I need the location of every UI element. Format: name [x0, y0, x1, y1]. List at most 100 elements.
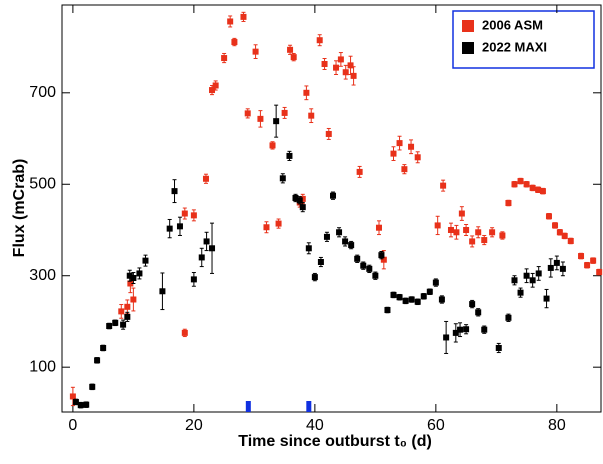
point: [350, 72, 357, 79]
point: [556, 229, 563, 236]
point: [567, 237, 574, 244]
point: [481, 326, 488, 333]
point: [273, 118, 280, 125]
legend-label: 2022 MAXI: [482, 39, 547, 54]
point: [529, 277, 536, 284]
point: [112, 319, 119, 326]
point: [221, 55, 228, 62]
point: [212, 82, 219, 89]
point: [275, 220, 282, 227]
point: [511, 277, 518, 284]
point: [408, 143, 415, 150]
point: [94, 357, 101, 364]
point: [106, 323, 113, 330]
point: [190, 212, 197, 219]
point: [356, 168, 363, 175]
point: [166, 225, 173, 232]
point: [408, 296, 415, 303]
point: [77, 402, 84, 409]
point: [590, 257, 597, 264]
point: [299, 204, 306, 211]
point: [281, 109, 288, 116]
point: [120, 321, 127, 328]
point: [130, 296, 137, 303]
point: [336, 229, 343, 236]
point: [511, 181, 518, 188]
point: [342, 238, 349, 245]
y-axis-label: Flux (mCrab): [11, 159, 28, 258]
legend-swatch: [462, 42, 474, 54]
point: [420, 293, 427, 300]
point: [469, 238, 476, 245]
point: [453, 229, 460, 236]
point: [553, 259, 560, 266]
point: [227, 18, 234, 25]
point: [202, 175, 209, 182]
plot-frame: [61, 4, 602, 413]
point: [414, 154, 421, 161]
point: [378, 252, 385, 259]
point: [72, 398, 79, 405]
point: [126, 272, 133, 279]
x-axis-label: Time since outburst t₀ (d): [238, 433, 432, 450]
point: [489, 229, 496, 236]
x-tick-label: 80: [548, 417, 566, 434]
point: [287, 46, 294, 53]
point: [330, 192, 337, 199]
point: [299, 195, 306, 202]
point: [231, 39, 238, 46]
point: [539, 188, 546, 195]
point: [559, 265, 566, 272]
point: [176, 223, 183, 230]
point: [396, 140, 403, 147]
point: [325, 130, 332, 137]
point: [69, 393, 76, 400]
x-tick-label: 0: [68, 417, 77, 434]
point: [124, 313, 131, 320]
y-tick-label: 100: [29, 358, 56, 375]
point: [380, 256, 387, 263]
point: [457, 326, 464, 333]
point: [523, 272, 530, 279]
point: [390, 291, 397, 298]
point: [136, 270, 143, 277]
legend-box: [452, 10, 595, 69]
point: [348, 242, 355, 249]
epoch-marker: [306, 401, 312, 412]
point: [209, 87, 216, 94]
y-tick-label: 300: [29, 267, 56, 284]
point: [543, 295, 550, 302]
point: [240, 13, 247, 20]
point: [198, 254, 205, 261]
point: [390, 150, 397, 157]
legend-swatch: [462, 20, 474, 32]
point: [292, 194, 299, 201]
point: [305, 245, 312, 252]
point: [440, 182, 447, 189]
x-tick-label: 60: [427, 417, 445, 434]
point: [481, 237, 488, 244]
point: [545, 213, 552, 220]
point: [463, 326, 470, 333]
point: [203, 238, 210, 245]
point: [181, 210, 188, 217]
point: [401, 166, 408, 173]
point: [209, 245, 216, 252]
point: [447, 226, 454, 233]
x-tick-label: 20: [185, 417, 203, 434]
y-tick-label: 500: [29, 175, 56, 192]
point: [347, 62, 354, 69]
point: [171, 188, 178, 195]
point: [321, 60, 328, 67]
point: [308, 112, 315, 119]
point: [354, 255, 361, 262]
x-tick-label: 40: [306, 417, 324, 434]
point: [83, 401, 90, 408]
point: [279, 175, 286, 182]
point: [475, 309, 482, 316]
epoch-marker: [245, 401, 251, 412]
point: [257, 115, 264, 122]
point: [375, 224, 382, 231]
point: [100, 344, 107, 351]
